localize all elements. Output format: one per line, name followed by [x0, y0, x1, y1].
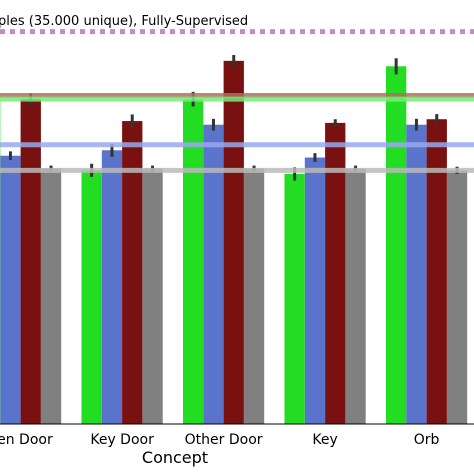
- bar-5-3: [426, 119, 447, 424]
- bar-4-4: [345, 168, 366, 424]
- reference-lines-layer: [0, 29, 474, 173]
- bar-2-3: [122, 121, 143, 425]
- bar-1-3: [20, 99, 41, 425]
- x-tick-label-4: Key: [312, 432, 337, 448]
- bar-5-1: [386, 66, 407, 425]
- bar-3-3: [223, 60, 244, 424]
- x-tick-label-5: Orb: [414, 432, 440, 448]
- x-axis-label: Concept: [142, 448, 208, 467]
- bar-3-1: [183, 99, 204, 425]
- bar-5-2: [406, 124, 427, 424]
- bar-2-4: [142, 168, 163, 424]
- tick-labels-layer: een Door Key Door Other Door Key Orb: [0, 432, 440, 448]
- bar-3-2: [203, 124, 224, 424]
- bar-1-2: [0, 155, 21, 424]
- bar-2-2: [101, 150, 123, 424]
- bar-2-1: [81, 170, 102, 424]
- bars-layer: [0, 54, 468, 425]
- x-tick-label-1: een Door: [0, 432, 53, 448]
- bar-4-3: [325, 122, 346, 424]
- x-tick-label-3: Other Door: [185, 432, 263, 448]
- bar-4-1: [284, 173, 305, 424]
- bar-5-4: [446, 170, 468, 424]
- chart-title: ples (35.000 unique), Fully-Supervised: [0, 14, 248, 29]
- bar-1-4: [40, 168, 62, 424]
- x-tick-label-2: Key Door: [90, 432, 154, 448]
- bar-3-4: [243, 168, 265, 424]
- bar-4-2: [304, 157, 326, 425]
